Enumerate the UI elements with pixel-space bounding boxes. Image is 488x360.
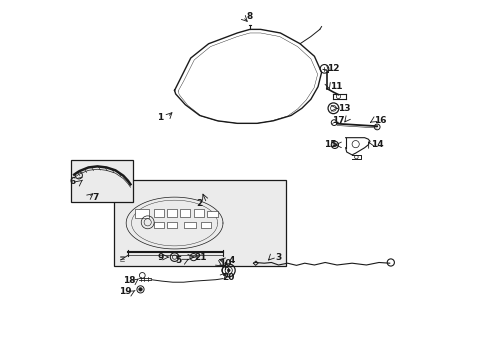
- Text: 6: 6: [70, 177, 76, 186]
- Bar: [70, 160, 133, 202]
- Bar: [183, 222, 196, 228]
- Bar: [180, 210, 190, 217]
- Circle shape: [227, 269, 230, 272]
- Bar: [206, 211, 217, 217]
- Text: 16: 16: [373, 116, 386, 125]
- Bar: [201, 222, 210, 228]
- Text: 20: 20: [222, 273, 234, 282]
- Bar: [154, 222, 164, 228]
- Text: 8: 8: [246, 12, 252, 21]
- Text: 11: 11: [329, 82, 342, 91]
- Circle shape: [139, 288, 142, 291]
- Text: 9: 9: [157, 253, 163, 262]
- Text: 2: 2: [196, 199, 203, 208]
- Text: 14: 14: [370, 140, 383, 149]
- Text: 7: 7: [92, 193, 99, 202]
- Text: 4: 4: [228, 256, 235, 265]
- Text: 18: 18: [122, 276, 135, 285]
- Bar: [113, 180, 285, 266]
- Bar: [154, 210, 164, 217]
- Text: 19: 19: [119, 287, 131, 296]
- Text: 17: 17: [331, 116, 344, 125]
- Bar: [135, 209, 149, 218]
- Text: 21: 21: [194, 253, 206, 262]
- Text: 12: 12: [326, 64, 339, 73]
- Text: 13: 13: [337, 104, 350, 113]
- Text: 10: 10: [218, 259, 230, 268]
- Text: 5: 5: [175, 256, 181, 265]
- Bar: [167, 222, 177, 228]
- Text: 15: 15: [323, 140, 335, 149]
- Text: 3: 3: [275, 253, 281, 262]
- Bar: [167, 210, 177, 217]
- Bar: [193, 210, 203, 217]
- Text: 1: 1: [157, 113, 163, 122]
